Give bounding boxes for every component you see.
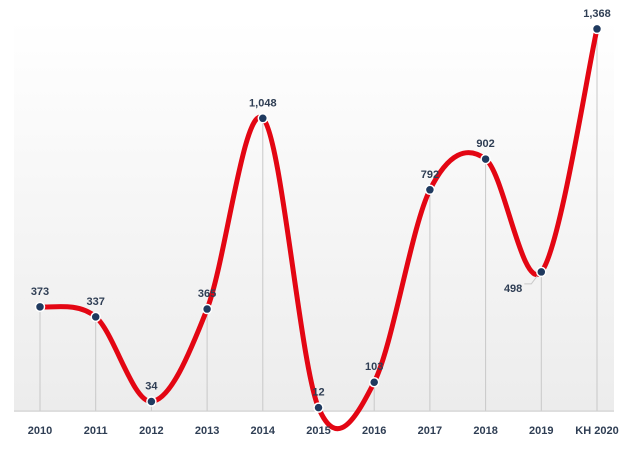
data-markers (34, 23, 603, 413)
data-point (480, 153, 491, 165)
data-point (34, 301, 46, 313)
data-label: 365 (198, 288, 216, 300)
data-point (591, 23, 603, 35)
data-point (368, 376, 380, 388)
x-tick-label: 2019 (529, 425, 553, 437)
x-tick-label: 2011 (84, 425, 108, 437)
x-tick-label: 2012 (139, 425, 163, 437)
data-point (257, 113, 269, 124)
data-point (90, 311, 101, 323)
data-point (424, 184, 436, 196)
x-tick-label: 2017 (418, 425, 442, 437)
x-tick-label: KH 2020 (575, 425, 618, 437)
data-label: 1,368 (583, 8, 611, 20)
droplines (39, 28, 598, 411)
x-tick-label: 2016 (362, 425, 386, 437)
leader-line (524, 275, 538, 285)
x-tick-label: 2015 (306, 425, 330, 437)
x-tick-label: 2014 (251, 425, 276, 437)
x-tick-label: 2018 (473, 425, 497, 437)
data-label: 337 (87, 296, 105, 308)
data-label: 792 (421, 169, 439, 181)
x-axis-tick-labels: 2010 2011 2012 2013 2014 2015 2016 2017 2018 2019… (28, 425, 619, 437)
data-point (313, 402, 324, 413)
plot-background (14, 20, 614, 412)
data-point (201, 303, 213, 315)
data-label: 103 (365, 361, 383, 373)
data-point (146, 396, 157, 407)
x-tick-label: 2013 (195, 425, 219, 437)
data-label: 12 (312, 387, 324, 399)
data-label: 373 (31, 286, 49, 298)
data-label: 34 (145, 381, 158, 393)
data-label: 1,048 (249, 97, 277, 109)
data-label: 498 (504, 283, 522, 295)
data-labels: 373 337 34 365 1,048 12 103 792 902 498 1,368 (31, 8, 611, 399)
data-point (536, 266, 547, 278)
x-tick-label: 2010 (28, 425, 52, 437)
series-line (37, 26, 600, 432)
data-label: 902 (476, 138, 494, 150)
